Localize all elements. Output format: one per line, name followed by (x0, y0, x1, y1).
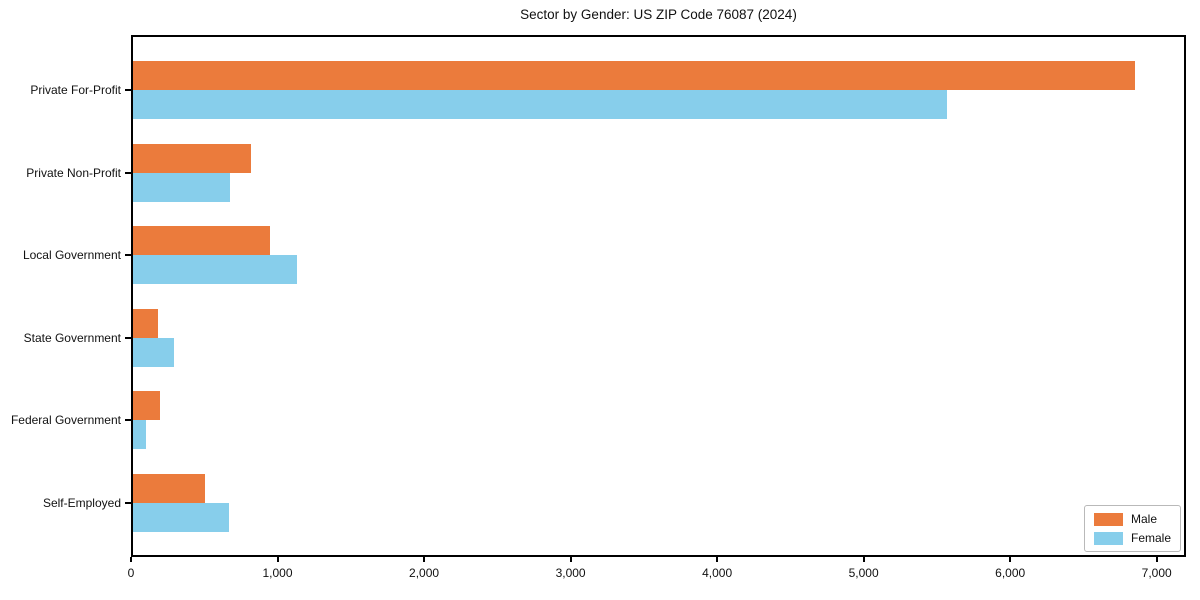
legend-label-female: Female (1130, 531, 1171, 545)
bar-female-private-for-profit (131, 90, 948, 119)
bar-male-private-non-profit (131, 143, 252, 173)
legend-swatch-male (1093, 512, 1123, 526)
y-tick-mark (125, 89, 131, 91)
x-tick-mark (716, 557, 719, 562)
legend-entry-female: Female (1093, 531, 1171, 545)
x-tick-label: 2,000 (409, 566, 440, 580)
x-tick-mark (423, 557, 426, 562)
bar-male-local-government (131, 226, 271, 255)
bar-female-private-non-profit (131, 172, 230, 202)
bar-female-state-government (131, 337, 174, 367)
y-axis-label-federal-government: Federal Government (10, 413, 121, 427)
plot-area: Male Female (131, 35, 1186, 557)
y-tick-mark (125, 171, 131, 174)
x-tick-mark (130, 557, 132, 562)
y-axis-label-private-for-profit: Private For-Profit (30, 83, 121, 97)
chart-title: Sector by Gender: US ZIP Code 76087 (202… (520, 7, 797, 22)
x-tick-mark (276, 557, 279, 562)
x-tick-mark (1155, 557, 1158, 562)
y-tick-mark (125, 501, 131, 504)
x-tick-label: 1,000 (262, 566, 293, 580)
x-tick-label: 7,000 (1141, 566, 1172, 580)
legend-entry-male: Male (1093, 512, 1171, 526)
bar-male-state-government (131, 308, 159, 338)
y-axis-label-state-government: State Government (23, 330, 121, 345)
bar-male-self-employed (131, 473, 205, 503)
x-tick-label: 5,000 (848, 566, 879, 580)
x-tick-label: 0 (127, 566, 135, 580)
x-tick-label: 3,000 (555, 566, 586, 580)
bar-female-self-employed (131, 502, 230, 532)
x-tick-label: 4,000 (702, 566, 733, 580)
legend-swatch-female (1093, 531, 1123, 545)
legend-label-male: Male (1130, 512, 1157, 526)
y-tick-mark (125, 419, 131, 421)
y-tick-mark (125, 336, 131, 339)
y-axis-label-local-government: Local Government (22, 248, 121, 262)
bar-male-federal-government (131, 391, 161, 420)
y-axis-label-self-employed: Self-Employed (42, 495, 121, 510)
x-tick-label: 6,000 (995, 566, 1026, 580)
bar-female-federal-government (131, 420, 146, 449)
x-tick-mark (1009, 557, 1012, 562)
legend: Male Female (1083, 505, 1181, 552)
x-tick-mark (862, 557, 865, 562)
bar-female-local-government (131, 255, 297, 284)
bar-male-private-for-profit (131, 61, 1135, 90)
x-tick-mark (569, 557, 572, 562)
y-axis-label-private-non-profit: Private Non-Profit (26, 165, 121, 180)
y-tick-mark (125, 254, 131, 256)
